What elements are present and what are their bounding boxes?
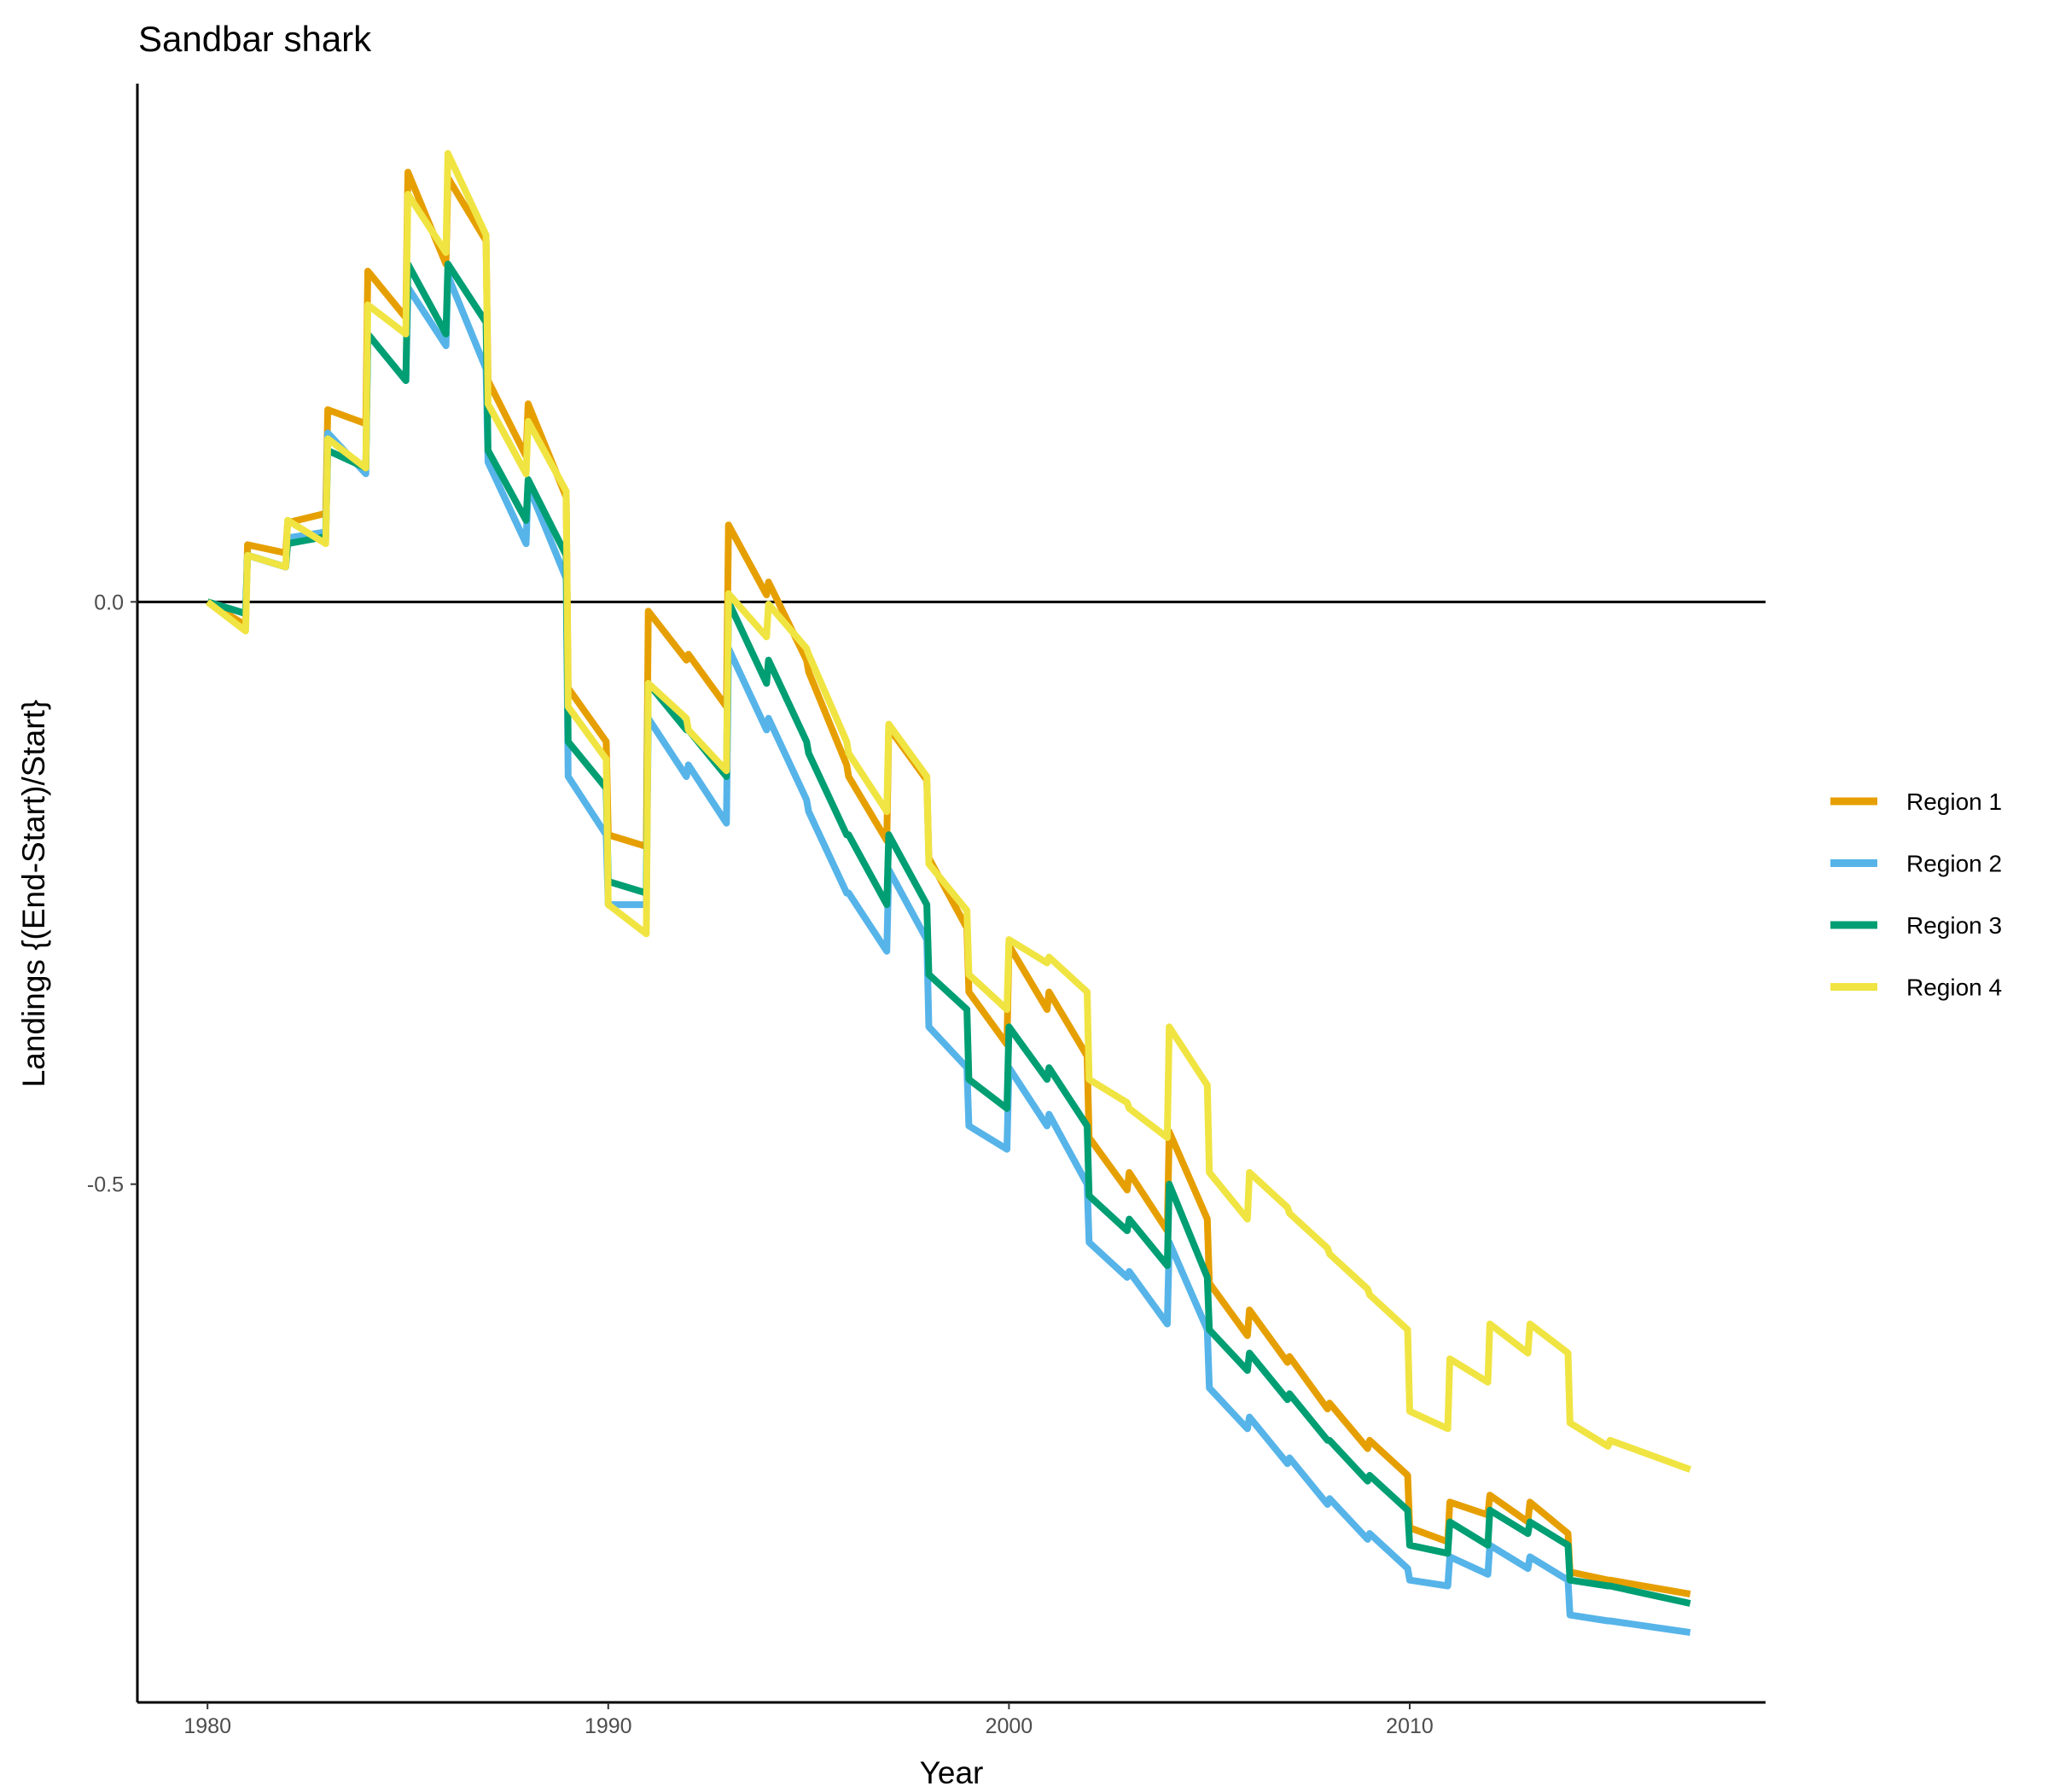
- chart-title: Sandbar shark: [138, 19, 372, 59]
- x-tick-label: 1980: [183, 1714, 231, 1738]
- legend-label: Region 2: [1906, 851, 2002, 877]
- data-line: [205, 149, 1692, 1473]
- y-tick-label: 0.0: [94, 591, 124, 614]
- legend-label: Region 3: [1906, 912, 2002, 939]
- x-axis-title: Year: [920, 1755, 984, 1790]
- x-tick-label: 2010: [1386, 1714, 1434, 1738]
- data-line: [207, 260, 1691, 1607]
- y-axis-title: Landings {(End-Start)/Start}: [16, 700, 51, 1088]
- legend-label: Region 4: [1906, 975, 2002, 1001]
- x-tick-label: 1990: [585, 1714, 632, 1738]
- y-tick-label: -0.5: [87, 1173, 124, 1197]
- legend-label: Region 1: [1906, 788, 2002, 815]
- x-tick-label: 2000: [986, 1714, 1033, 1738]
- data-line: [207, 272, 1691, 1637]
